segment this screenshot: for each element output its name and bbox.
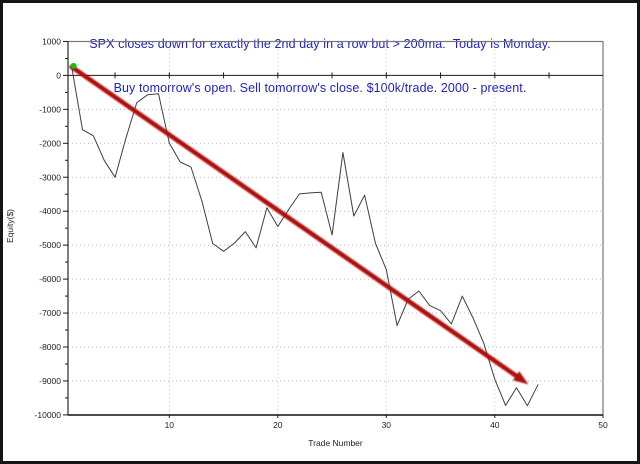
x-axis-title: Trade Number: [308, 438, 363, 448]
x-tick-label: 40: [490, 420, 500, 430]
y-tick-label: -1000: [39, 104, 61, 114]
y-tick-label: -9000: [39, 376, 61, 386]
x-tick-label: 30: [382, 420, 392, 430]
start-marker-dot: [70, 62, 77, 69]
equity-curve-line: [71, 66, 539, 407]
y-tick-label: 0: [56, 70, 61, 80]
y-tick-label: -6000: [39, 274, 61, 284]
y-tick-label: -2000: [39, 138, 61, 148]
trend-arrowhead: [512, 371, 529, 385]
y-tick-label: -7000: [39, 308, 61, 318]
equity-chart-svg: 1000 0 -1000 -2000 -3000 -4000 -5000 -6000 -7000…: [5, 36, 608, 448]
y-tick-label: -3000: [39, 172, 61, 182]
trend-arrow: [69, 64, 529, 385]
chart-title-line2: Buy tomorrow's open. Sell tomorrow's clo…: [113, 80, 527, 95]
trend-arrow-shaft: [69, 64, 523, 381]
y-tick-label: -4000: [39, 206, 61, 216]
chart-title: SPX closes down for exactly the 2nd day …: [3, 8, 637, 124]
y-tick-label: 1000: [42, 36, 61, 46]
x-tick-label: 10: [165, 420, 175, 430]
y-tick-label: -5000: [39, 240, 61, 250]
y-tick-label: -10000: [35, 410, 62, 420]
x-tick-label: 50: [598, 420, 608, 430]
chart-title-line1: SPX closes down for exactly the 2nd day …: [89, 37, 551, 51]
y-axis-title: Equity($): [5, 209, 15, 243]
plot-border: [67, 40, 604, 416]
y-tick-label: -8000: [39, 342, 61, 352]
x-tick-label: 20: [273, 420, 283, 430]
